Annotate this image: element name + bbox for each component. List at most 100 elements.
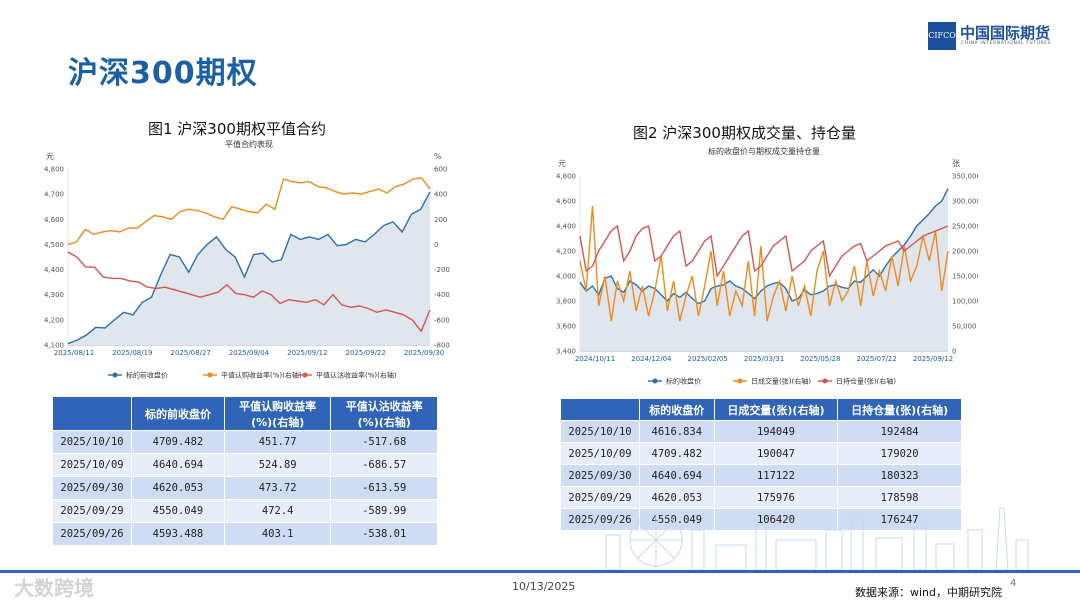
- left-tick-label: 4,600: [556, 198, 576, 206]
- series-line: [67, 191, 431, 345]
- fig1-cell: 472.4: [223, 499, 332, 523]
- legend-label: 标的前收盘价: [126, 371, 168, 380]
- left-tick-label: 3,400: [556, 348, 576, 356]
- right-tick-label: -600: [434, 316, 450, 324]
- fig1-th-1: 标的前收盘价: [131, 396, 225, 431]
- fig2-cell: 4616.834: [639, 420, 715, 443]
- fig2-table: 标的收盘价 日成交量(张)(右轴) 日持仓量(张)(右轴) 2025/10/10…: [560, 398, 962, 531]
- fig2-cell: 2025/09/29: [560, 486, 640, 509]
- legend-label: 平值认购收益率(%)(右轴): [221, 371, 302, 380]
- left-tick-label: 4,800: [556, 173, 576, 181]
- series-line: [67, 177, 431, 246]
- right-tick-label: 200: [434, 216, 447, 224]
- legend-label: 标的收盘价: [666, 377, 701, 386]
- fig1-cell: 2025/10/09: [52, 453, 132, 477]
- fig2-th-1: 标的收盘价: [639, 398, 715, 421]
- logo-mark: CIFCO: [928, 22, 956, 50]
- fig1-caption: 图1 沪深300期权平值合约: [148, 120, 326, 138]
- x-tick-label: 2025/09/12: [287, 349, 327, 357]
- page-number: 4: [1010, 578, 1017, 589]
- right-tick-label: 400: [434, 191, 447, 199]
- right-tick-label: -400: [434, 291, 450, 299]
- table-row: 2025/09/30 4620.053 473.72 -613.59: [52, 476, 438, 500]
- right-tick-label: 200,000: [952, 248, 978, 256]
- table-row: 2025/10/10 4709.482 451.77 -517.68: [52, 430, 438, 454]
- left-tick-label: 4,400: [44, 266, 64, 274]
- table-row: 2025/10/10 4616.834 194049 192484: [560, 420, 962, 443]
- table-row: 2025/09/29 4620.053 175976 178598: [560, 486, 962, 509]
- right-tick-label: 100,000: [952, 298, 978, 306]
- table-row: 2025/09/26 4593.488 403.1 -538.01: [52, 522, 438, 546]
- right-tick-label: 50,000: [952, 323, 977, 331]
- left-tick-label: 4,500: [44, 241, 64, 249]
- watermark: 大数跨境: [14, 576, 94, 600]
- fig2-cell: 4640.694: [639, 464, 715, 487]
- legend-label: 日成交量(张)(右轴): [751, 377, 811, 386]
- left-tick-label: 4,300: [44, 291, 64, 299]
- x-tick-label: 2025/09/22: [345, 349, 385, 357]
- x-tick-label: 2025/08/19: [112, 349, 152, 357]
- fig2-cell: 176247: [837, 508, 962, 531]
- fig2-cell: 2025/09/26: [560, 508, 640, 531]
- legend-swatch-dot: [302, 372, 308, 378]
- right-tick-label: 0: [952, 348, 956, 356]
- right-tick-label: 300,000: [952, 198, 978, 206]
- fig1-table: 标的前收盘价 平值认购收益率 (%)(右轴) 平值认沽收益率 (%)(右轴) 2…: [52, 396, 438, 546]
- fig1-th-0: [52, 396, 132, 431]
- fig2-cell: 2025/10/09: [560, 442, 640, 465]
- table-row: 2025/10/09 4709.482 190047 179020: [560, 442, 962, 465]
- fig1-cell: -686.57: [330, 453, 438, 477]
- x-tick-label: 2025/09/12: [913, 355, 953, 363]
- fig2-cell: 192484: [837, 420, 962, 443]
- fig1-cell: 2025/09/26: [52, 522, 132, 546]
- fig2-cell: 178598: [837, 486, 962, 509]
- fig2-cell: 2025/09/30: [560, 464, 640, 487]
- fig2-cell: 179020: [837, 442, 962, 465]
- right-tick-label: 250,000: [952, 223, 978, 231]
- fig2-cell: 180323: [837, 464, 962, 487]
- x-tick-label: 2025/03/31: [744, 355, 784, 363]
- x-tick-label: 2025/05/28: [800, 355, 840, 363]
- left-tick-label: 4,200: [556, 248, 576, 256]
- fig1-cell: 2025/10/10: [52, 430, 132, 454]
- left-tick-label: 4,600: [44, 216, 64, 224]
- legend-swatch-dot: [207, 372, 213, 378]
- fig1-cell: 4640.694: [131, 453, 225, 477]
- fig1-th-2: 平值认购收益率 (%)(右轴): [223, 396, 332, 431]
- table-row: 2025/10/09 4640.694 524.89 -686.57: [52, 453, 438, 477]
- left-tick-label: 3,600: [556, 323, 576, 331]
- x-tick-label: 2025/02/05: [687, 355, 727, 363]
- fig1-cell: -613.59: [330, 476, 438, 500]
- right-tick-label: 0: [434, 241, 438, 249]
- left-tick-label: 4,000: [556, 273, 576, 281]
- right-tick-label: 350,000: [952, 173, 978, 181]
- left-tick-label: 3,800: [556, 298, 576, 306]
- fig2-cell: 106420: [713, 508, 839, 531]
- x-tick-label: 2025/08/27: [170, 349, 210, 357]
- city-skyline-illustration: [605, 507, 1029, 571]
- fig2-th-2: 日成交量(张)(右轴): [713, 398, 839, 421]
- table-row: 2025/09/30 4640.694 117122 180323: [560, 464, 962, 487]
- fig1-cell: 4620.053: [131, 476, 225, 500]
- right-tick-label: -200: [434, 266, 450, 274]
- right-tick-label: -800: [434, 342, 450, 350]
- chart-title: 标的收盘价与期权成交量持仓量: [708, 146, 820, 156]
- fig1-cell: 451.77: [223, 430, 332, 454]
- fig1-cell: 4593.488: [131, 522, 225, 546]
- fig2-caption: 图2 沪深300期权成交量、持仓量: [633, 124, 856, 142]
- x-tick-label: 2025/08/11: [54, 349, 94, 357]
- left-axis-unit: 元: [46, 152, 54, 161]
- fig2-th-0: [560, 398, 640, 421]
- x-tick-label: 2024/10/11: [575, 355, 615, 363]
- legend-swatch-dot: [112, 372, 118, 378]
- left-tick-label: 4,200: [44, 316, 64, 324]
- legend-swatch-dot: [737, 378, 743, 384]
- fig2-cell: 4620.053: [639, 486, 715, 509]
- series-line: [579, 205, 949, 322]
- fig2-cell: 2025/10/10: [560, 420, 640, 443]
- legend-swatch-dot: [652, 378, 658, 384]
- left-axis-unit: 元: [558, 159, 566, 168]
- x-tick-label: 2025/09/30: [404, 349, 444, 357]
- fig2-cell: 175976: [713, 486, 839, 509]
